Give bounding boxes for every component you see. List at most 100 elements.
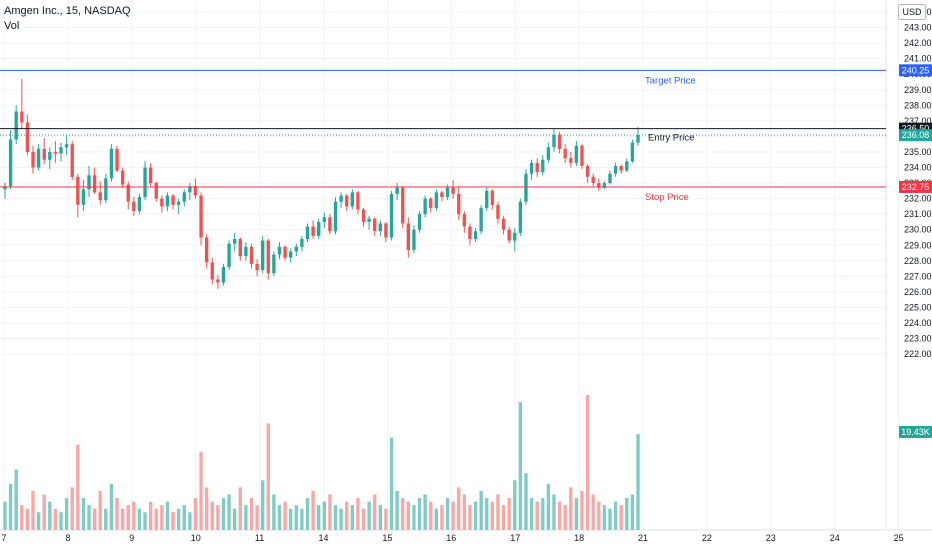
candle <box>367 218 371 222</box>
y-tick-label: 242.00 <box>904 38 932 48</box>
volume-bar <box>199 451 203 530</box>
candle <box>277 246 282 255</box>
candle <box>356 192 360 210</box>
volume-bar <box>227 494 231 530</box>
volume-bar <box>557 501 562 530</box>
currency-button[interactable]: USD <box>898 4 926 20</box>
volume-bar <box>3 501 7 530</box>
candle <box>434 192 439 208</box>
candle <box>204 237 209 263</box>
volume-bar <box>221 498 226 530</box>
candle <box>70 144 74 177</box>
volume-bar <box>294 505 298 530</box>
candle <box>630 142 635 162</box>
volume-bar <box>501 505 506 530</box>
volume-indicator-label[interactable]: Vol <box>4 20 20 32</box>
x-tick-label: 11 <box>255 533 264 543</box>
volume-bar <box>126 505 130 530</box>
candle <box>423 198 427 215</box>
x-tick-label: 17 <box>510 533 520 543</box>
volume-bar <box>406 501 411 530</box>
candle <box>221 267 226 283</box>
candle <box>524 173 528 202</box>
candle <box>227 243 231 268</box>
volume-bar <box>401 498 405 530</box>
candle <box>350 192 354 207</box>
volume-bar <box>25 508 30 530</box>
volume-bar <box>160 505 164 530</box>
candle <box>613 165 618 174</box>
candle <box>3 186 7 190</box>
candle <box>36 148 41 168</box>
volume-bar <box>148 501 153 530</box>
volume-bar <box>479 490 483 530</box>
candle <box>378 223 382 232</box>
candle <box>148 167 153 184</box>
candle <box>479 207 483 232</box>
candle <box>333 201 338 232</box>
volume-bar <box>249 498 254 530</box>
volume-bar <box>630 494 635 530</box>
y-tick-label: 230.00 <box>904 225 932 235</box>
candle <box>272 254 276 274</box>
y-tick-label: 224.00 <box>904 318 932 328</box>
candle <box>171 195 175 205</box>
y-tick-label: 229.00 <box>904 240 932 250</box>
candle <box>283 246 287 258</box>
volume-bar <box>490 501 495 530</box>
candle <box>317 221 321 236</box>
volume-bar <box>261 480 265 530</box>
volume-bar <box>378 505 382 530</box>
candle <box>507 229 511 241</box>
candle <box>557 134 562 149</box>
candle <box>76 176 80 205</box>
candle <box>311 226 315 236</box>
volume-bar <box>462 494 467 530</box>
y-tick-label: 239.00 <box>904 85 932 95</box>
candle <box>160 198 164 207</box>
candle <box>261 240 265 271</box>
candle <box>451 187 455 194</box>
candle <box>176 201 181 205</box>
last-price-tag <box>899 129 932 142</box>
volume-bar <box>485 498 489 530</box>
candle <box>473 231 478 240</box>
volume-bar <box>266 423 270 530</box>
y-tick-label: 238.00 <box>904 100 932 110</box>
x-tick-label: 9 <box>129 533 134 543</box>
y-tick-label: 222.00 <box>904 349 932 359</box>
candle <box>608 173 612 184</box>
entry-price-tag-text: 236.50 <box>902 124 930 134</box>
candle <box>569 158 573 163</box>
candle <box>429 198 433 208</box>
volume-bar <box>154 508 158 530</box>
y-tick-label: 227.00 <box>904 271 932 281</box>
volume-bar <box>518 402 523 530</box>
symbol-label[interactable]: Amgen Inc., 15, NASDAQ <box>4 5 131 17</box>
candle <box>249 246 254 264</box>
volume-bar <box>255 505 259 530</box>
x-tick-label: 24 <box>830 533 840 543</box>
candle <box>81 189 86 205</box>
volume-bar <box>143 512 147 530</box>
volume-bar <box>317 505 321 530</box>
volume-bar <box>361 508 366 530</box>
candle <box>244 246 248 257</box>
volume-bar <box>328 494 332 530</box>
volume-bar <box>602 505 607 530</box>
stop-price-tag-text: 232.75 <box>902 182 930 192</box>
volume-bar <box>356 498 360 530</box>
volume-bar <box>367 501 371 530</box>
candle <box>462 214 467 227</box>
x-tick-label: 14 <box>318 533 328 543</box>
volume-bar <box>608 508 612 530</box>
last-price-tag-text: 236.08 <box>902 130 930 140</box>
volume-bar <box>8 483 13 530</box>
volume-bar <box>70 487 74 530</box>
candle <box>440 192 444 198</box>
candle <box>25 122 30 152</box>
volume-bar <box>109 483 114 530</box>
x-tick-label: 10 <box>191 533 201 543</box>
candle <box>98 192 102 201</box>
